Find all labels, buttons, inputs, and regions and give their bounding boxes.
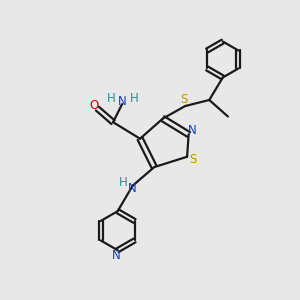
Text: H: H xyxy=(118,176,127,189)
Text: O: O xyxy=(89,99,98,112)
Text: H: H xyxy=(107,92,116,105)
Text: S: S xyxy=(189,153,196,166)
Text: S: S xyxy=(180,94,188,106)
Text: N: N xyxy=(128,182,136,195)
Text: H: H xyxy=(130,92,138,105)
Text: N: N xyxy=(188,124,197,137)
Text: N: N xyxy=(112,249,121,262)
Text: N: N xyxy=(118,95,127,108)
